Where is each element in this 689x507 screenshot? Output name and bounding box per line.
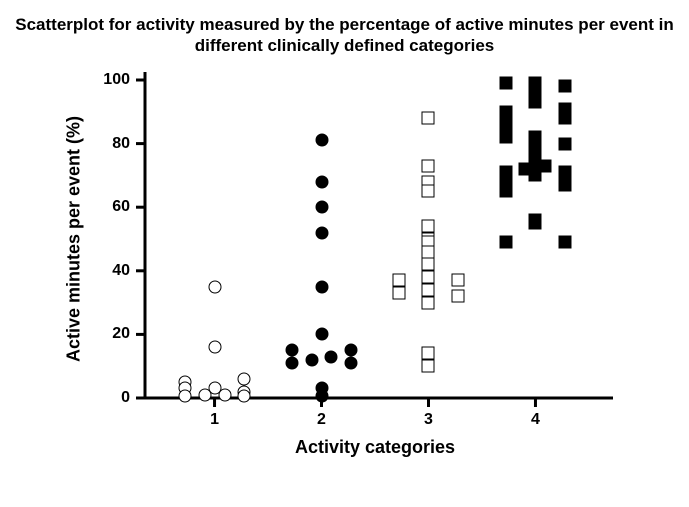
data-point [392,287,405,300]
data-point [315,134,328,147]
data-point [345,357,358,370]
y-tick-label: 80 [80,135,130,153]
chart-container: Scatterplot for activity measured by the… [0,0,689,507]
data-point [208,341,221,354]
data-point [422,245,435,258]
data-point [325,350,338,363]
x-tick-label: 1 [210,411,219,429]
data-point [452,290,465,303]
x-tick-label: 2 [317,411,326,429]
data-point [559,178,572,191]
data-point [529,143,542,156]
y-axis-label: Active minutes per event (%) [64,116,85,362]
data-point [499,77,512,90]
data-point [452,274,465,287]
data-point [499,172,512,185]
data-point [315,328,328,341]
data-point [499,185,512,198]
data-point [422,220,435,233]
data-point [315,280,328,293]
data-point [238,390,251,403]
data-point [499,105,512,118]
x-tick-label: 3 [424,411,433,429]
data-point [285,344,298,357]
data-point [529,217,542,230]
data-point [218,388,231,401]
data-point [315,226,328,239]
data-point [198,388,211,401]
data-point [305,353,318,366]
data-point [315,201,328,214]
data-point [285,357,298,370]
data-point [422,112,435,125]
data-point [422,159,435,172]
y-tick-label: 100 [80,71,130,89]
data-point [499,236,512,249]
y-tick-label: 40 [80,262,130,280]
data-point [529,83,542,96]
data-point [422,258,435,271]
data-point [208,280,221,293]
data-point [559,137,572,150]
data-point [345,344,358,357]
data-point [529,96,542,109]
data-point [178,390,191,403]
data-point [559,236,572,249]
data-point [422,271,435,284]
data-point [422,360,435,373]
data-point [422,185,435,198]
plot-area: 0204060801001234 Active minutes per even… [145,80,605,398]
y-tick-label: 20 [80,325,130,343]
data-point [392,274,405,287]
data-point [499,118,512,131]
chart-title: Scatterplot for activity measured by the… [0,14,689,57]
data-point [529,131,542,144]
data-point [529,169,542,182]
data-point [422,283,435,296]
y-tick-label: 60 [80,198,130,216]
x-axis-label: Activity categories [295,437,455,458]
data-point [499,131,512,144]
data-point [315,175,328,188]
x-tick-label: 4 [531,411,540,429]
data-point [315,390,328,403]
data-point [559,112,572,125]
y-tick-label: 0 [80,389,130,407]
data-point [559,80,572,93]
data-point [422,347,435,360]
axes-svg [125,60,625,418]
data-point [238,372,251,385]
data-point [422,296,435,309]
